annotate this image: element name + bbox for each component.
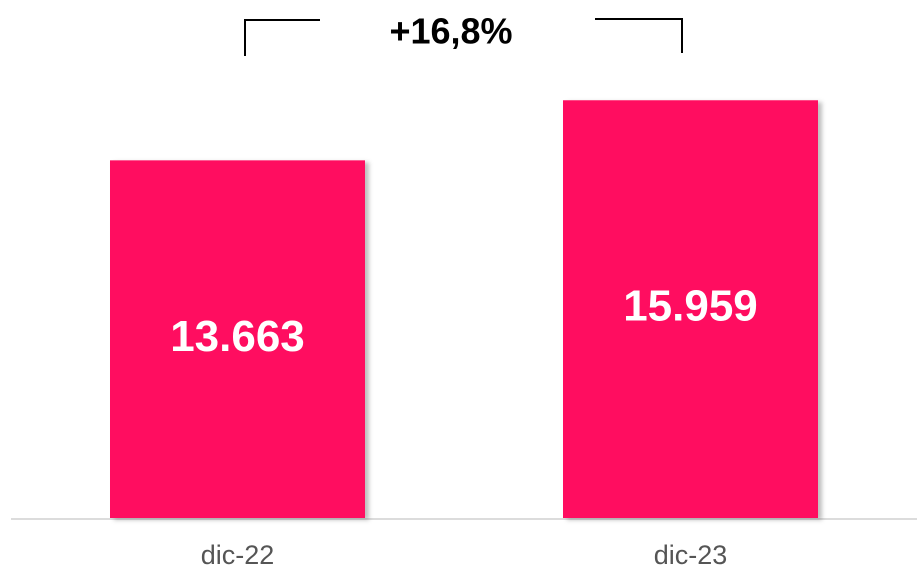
x-tick-label: dic-23 [654, 540, 728, 570]
value-label: 13.663 [170, 312, 305, 361]
bracket-right [595, 18, 683, 53]
bracket-left [244, 19, 320, 56]
annotation: +16,8% [389, 11, 512, 52]
bar [110, 160, 365, 518]
value-label: 15.959 [623, 282, 758, 331]
x-tick-label: dic-22 [201, 540, 275, 570]
bar [563, 100, 818, 519]
